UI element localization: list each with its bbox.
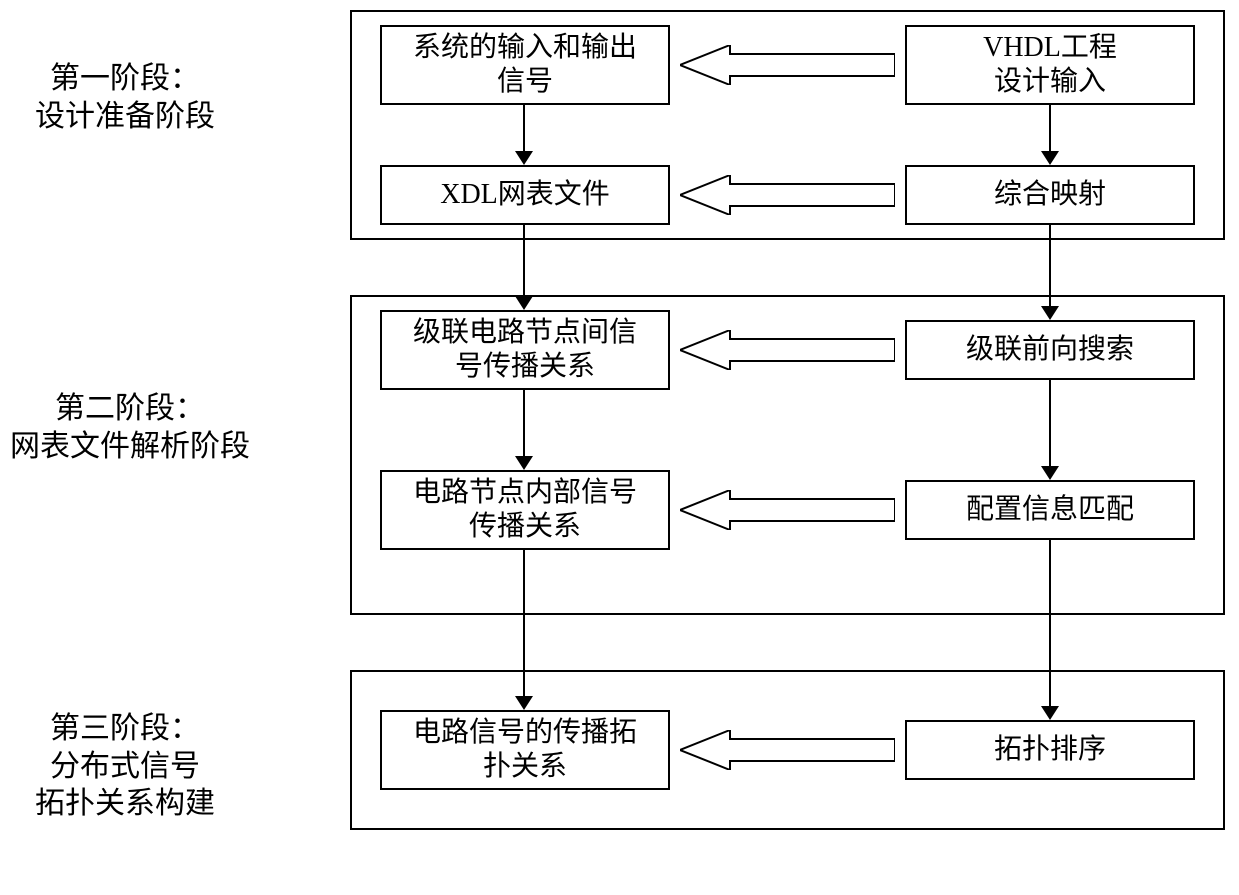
node-text-line: 设计输入 (994, 66, 1106, 97)
node-text-line: 级联前向搜索 (966, 334, 1134, 365)
n-config: 配置信息匹配 (905, 480, 1195, 540)
n-synth: 综合映射 (905, 165, 1195, 225)
arrow-shaft (1049, 225, 1051, 308)
stage1-label: 第一阶段： 设计准备阶段 (35, 60, 215, 135)
stage-label-line: 第一阶段： (50, 62, 200, 95)
va-fwd-config (1040, 380, 1060, 480)
n-vhdl: VHDL工程设计输入 (905, 25, 1195, 105)
arrow-shaft (1049, 540, 1051, 708)
arrow-shaft (523, 550, 525, 698)
ba-synth-xdl (680, 175, 895, 215)
arrow-head-icon (1041, 466, 1059, 480)
n-cascade: 级联电路节点间信号传播关系 (380, 310, 670, 390)
ba-vhdl-io (680, 45, 895, 85)
arrow-head-icon (515, 696, 533, 710)
node-text-line: 扑关系 (483, 751, 567, 782)
node-text-line: 拓扑排序 (994, 734, 1106, 765)
stage-label-line: 拓扑关系构建 (35, 787, 215, 820)
va-io-xdl (514, 105, 534, 165)
n-internal: 电路节点内部信号传播关系 (380, 470, 670, 550)
arrow-head-icon (515, 151, 533, 165)
node-text-line: 电路信号的传播拓 (413, 717, 637, 748)
arrow-head-icon (1041, 706, 1059, 720)
stage-label-line: 分布式信号 (50, 750, 200, 783)
arrow-head-icon (1041, 306, 1059, 320)
ba-fwd-cascade (680, 330, 895, 370)
node-text-line: VHDL工程 (983, 32, 1117, 63)
va-int-topo (514, 550, 534, 710)
va-vhdl-synth (1040, 105, 1060, 165)
n-topo: 电路信号的传播拓扑关系 (380, 710, 670, 790)
n-io: 系统的输入和输出信号 (380, 25, 670, 105)
arrow-shaft (1049, 380, 1051, 468)
n-fwdsrch: 级联前向搜索 (905, 320, 1195, 380)
arrow-head-icon (1041, 151, 1059, 165)
node-text-line: 电路节点内部信号 (413, 477, 637, 508)
ba-sort-topo (680, 730, 895, 770)
arrow-shaft (1049, 105, 1051, 153)
block-arrow-icon (680, 330, 895, 370)
n-xdl: XDL网表文件 (380, 165, 670, 225)
node-text-line: XDL网表文件 (440, 179, 610, 210)
node-text-line: 信号 (497, 66, 553, 97)
stage-label-line: 第三阶段： (50, 712, 200, 745)
va-xdl-cascade (514, 225, 534, 310)
arrow-shaft (523, 105, 525, 153)
block-arrow-icon (680, 175, 895, 215)
va-cascade-int (514, 390, 534, 470)
block-arrow-icon (680, 730, 895, 770)
node-text-line: 配置信息匹配 (966, 494, 1134, 525)
stage3-label: 第三阶段： 分布式信号拓扑关系构建 (35, 710, 215, 823)
arrow-head-icon (515, 296, 533, 310)
node-text-line: 号传播关系 (455, 351, 595, 382)
stage-label-line: 设计准备阶段 (35, 100, 215, 133)
stage-label-line: 第二阶段： (55, 392, 205, 425)
va-config-sort (1040, 540, 1060, 720)
node-text-line: 级联电路节点间信 (413, 317, 637, 348)
arrow-head-icon (515, 456, 533, 470)
va-synth-fwd (1040, 225, 1060, 320)
node-text-line: 传播关系 (469, 511, 581, 542)
node-text-line: 综合映射 (994, 179, 1106, 210)
n-sort: 拓扑排序 (905, 720, 1195, 780)
node-text-line: 系统的输入和输出 (413, 32, 637, 63)
ba-config-int (680, 490, 895, 530)
stage2-label: 第二阶段： 网表文件解析阶段 (10, 390, 250, 465)
block-arrow-icon (680, 490, 895, 530)
arrow-shaft (523, 390, 525, 458)
stage-label-line: 网表文件解析阶段 (10, 430, 250, 463)
block-arrow-icon (680, 45, 895, 85)
arrow-shaft (523, 225, 525, 298)
